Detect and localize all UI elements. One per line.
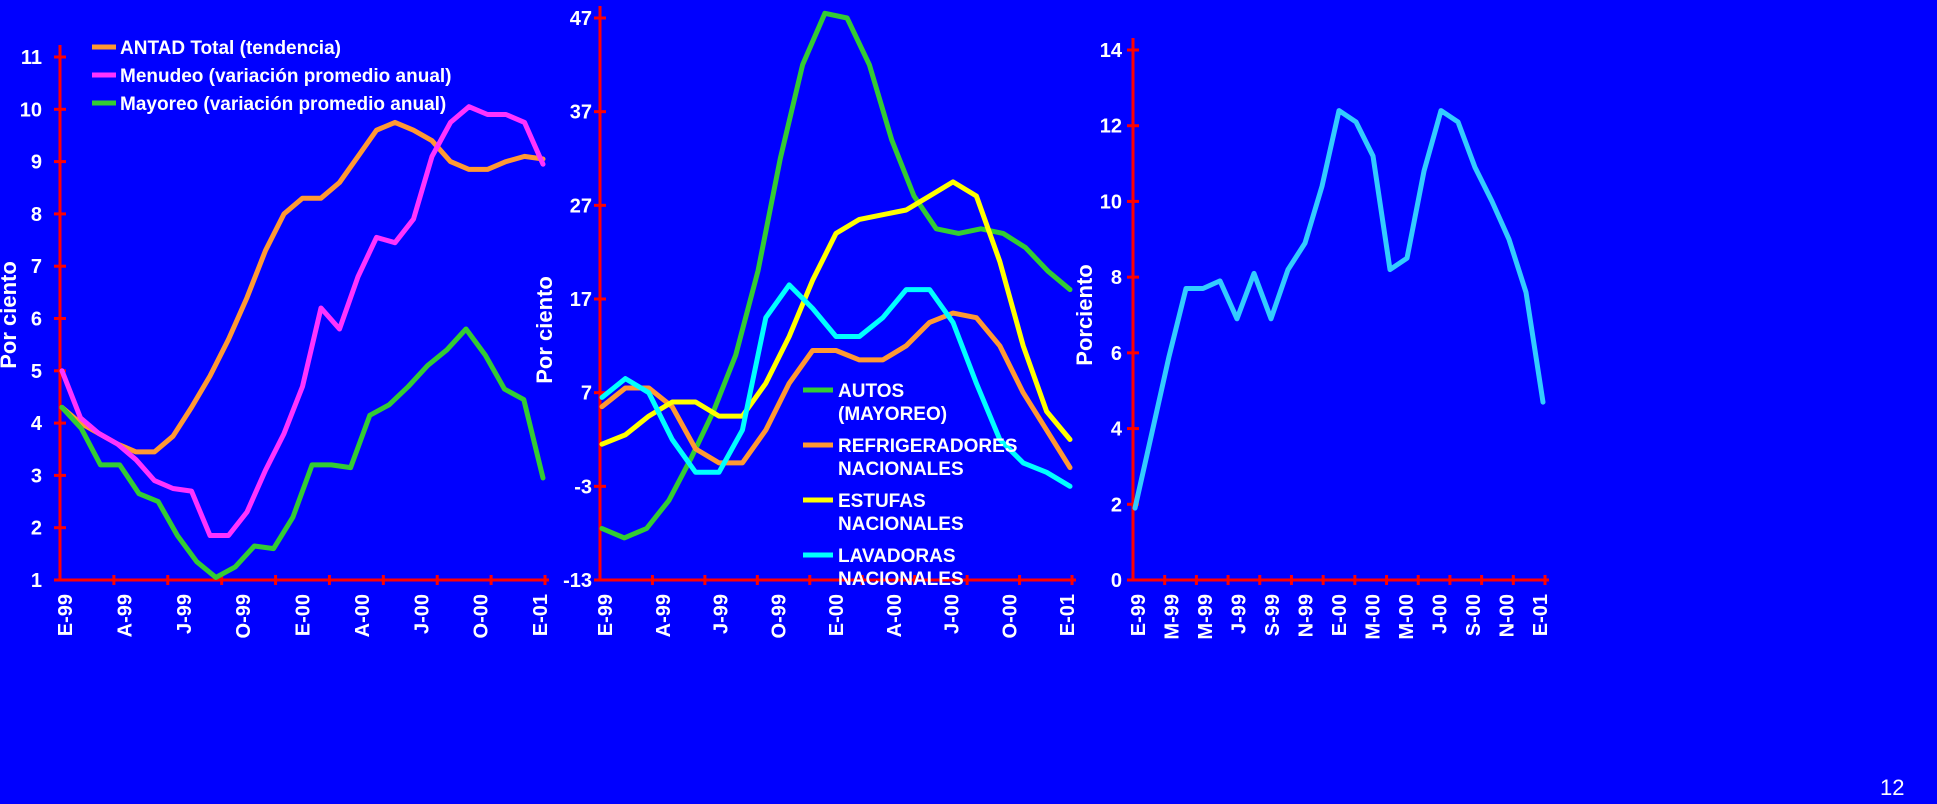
x-tick-label: E-01 bbox=[1530, 594, 1552, 636]
y-tick-label: 7 bbox=[581, 383, 592, 405]
x-tick-label: M-99 bbox=[1162, 594, 1184, 640]
y-tick-label: -13 bbox=[563, 570, 592, 592]
x-tick-label: M-00 bbox=[1396, 594, 1418, 640]
x-tick-label: E-00 bbox=[293, 594, 315, 636]
series-line-1 bbox=[1132, 108, 1546, 511]
x-tick-label: O-99 bbox=[233, 594, 255, 638]
x-tick-label: A-99 bbox=[114, 594, 136, 637]
x-tick-label: E-01 bbox=[1057, 594, 1079, 636]
x-tick-label: M-00 bbox=[1363, 594, 1385, 640]
y-tick-label: 8 bbox=[31, 204, 42, 226]
y-tick-label: 10 bbox=[1100, 191, 1122, 213]
series-line-3 bbox=[59, 326, 546, 580]
x-tick-label: E-00 bbox=[826, 594, 848, 636]
legend-label: NACIONALES bbox=[838, 569, 964, 590]
x-tick-label: N-00 bbox=[1497, 594, 1519, 637]
page-number: 12 bbox=[1880, 775, 1904, 800]
legend-label: (MAYOREO) bbox=[838, 404, 947, 425]
x-tick-label: S-00 bbox=[1463, 594, 1485, 636]
y-tick-label: 10 bbox=[20, 99, 42, 121]
chart-3: 0 2 4 6 8 10 12 14 E-99 M-99 M-99 J-99 S-99 N-99 E-00 M… bbox=[1072, 38, 1552, 640]
y-tick-label: 2 bbox=[31, 518, 42, 540]
x-tick-label: J-99 bbox=[1229, 594, 1251, 634]
x-tick-label: A-99 bbox=[653, 594, 675, 637]
x-tick-label: A-00 bbox=[352, 594, 374, 637]
y-axis-title: Por ciento bbox=[0, 261, 21, 369]
legend-label: NACIONALES bbox=[838, 514, 964, 535]
series-line-4 bbox=[599, 282, 1073, 489]
x-tick-label: O-00 bbox=[999, 594, 1021, 638]
y-tick-label: 17 bbox=[570, 289, 592, 311]
series-line-2 bbox=[59, 104, 546, 538]
y-tick-label: 4 bbox=[31, 413, 43, 435]
y-tick-label: 0 bbox=[1111, 570, 1122, 592]
y-tick-label: 6 bbox=[1111, 343, 1122, 365]
series-line-2 bbox=[599, 310, 1073, 471]
y-tick-label: 27 bbox=[570, 195, 592, 217]
y-tick-label: 4 bbox=[1111, 419, 1123, 441]
x-tick-label: J-00 bbox=[411, 594, 433, 634]
y-tick-label: 11 bbox=[21, 47, 42, 69]
x-tick-label: J-00 bbox=[942, 594, 964, 634]
legend-label: AUTOS bbox=[838, 381, 904, 402]
series-line-3 bbox=[599, 179, 1073, 447]
y-tick-label: 7 bbox=[31, 256, 42, 278]
legend-label: ESTUFAS bbox=[838, 491, 926, 512]
y-tick-label: 8 bbox=[1111, 267, 1122, 289]
y-tick-label: 1 bbox=[31, 570, 42, 592]
x-tick-label: E-99 bbox=[55, 594, 77, 636]
x-tick-label: J-99 bbox=[174, 594, 196, 634]
y-tick-label: 12 bbox=[1100, 116, 1122, 138]
x-tick-label: J-99 bbox=[711, 594, 733, 634]
x-tick-label: O-00 bbox=[471, 594, 493, 638]
legend-label: ANTAD Total (tendencia) bbox=[120, 38, 341, 59]
y-axis-title: Porciento bbox=[1072, 264, 1097, 365]
y-tick-label: 9 bbox=[31, 152, 42, 174]
x-tick-label: E-01 bbox=[530, 594, 552, 636]
x-tick-label: E-99 bbox=[595, 594, 617, 636]
legend: ANTAD Total (tendencia) Menudeo (variació… bbox=[92, 38, 452, 115]
chart-2: -13 -3 7 17 27 37 47 E-99 A-99 J-99 O-99 E-00 A-00 J-… bbox=[532, 6, 1079, 638]
x-tick-label: A-00 bbox=[884, 594, 906, 637]
x-tick-label: S-99 bbox=[1262, 594, 1284, 636]
y-axis-title: Por ciento bbox=[532, 276, 557, 384]
x-tick-label: E-00 bbox=[1329, 594, 1351, 636]
legend-label: Menudeo (variación promedio anual) bbox=[120, 66, 452, 87]
y-tick-label: 6 bbox=[31, 309, 42, 331]
series-line-1 bbox=[599, 10, 1073, 541]
y-tick-label: 3 bbox=[31, 465, 42, 487]
x-tick-label: N-99 bbox=[1296, 594, 1318, 637]
chart-1: 1 2 3 4 5 6 7 8 9 10 11 E-99 A-99 J-99 O-99 E-00 A-00 J-0… bbox=[0, 38, 552, 638]
x-tick-label: M-99 bbox=[1195, 594, 1217, 640]
y-tick-label: 2 bbox=[1111, 494, 1122, 516]
series-line-1 bbox=[59, 119, 546, 455]
x-tick-label: J-00 bbox=[1430, 594, 1452, 634]
legend-label: LAVADORAS bbox=[838, 546, 956, 567]
y-tick-label: 47 bbox=[570, 8, 592, 30]
y-tick-label: 14 bbox=[1100, 40, 1123, 62]
legend-label: NACIONALES bbox=[838, 459, 964, 480]
x-tick-label: E-99 bbox=[1128, 594, 1150, 636]
legend-label: Mayoreo (variación promedio anual) bbox=[120, 94, 446, 115]
y-tick-label: 37 bbox=[570, 102, 592, 124]
x-tick-label: O-99 bbox=[768, 594, 790, 638]
y-tick-label: -3 bbox=[574, 476, 592, 498]
y-tick-label: 5 bbox=[31, 361, 42, 383]
legend-label: REFRIGERADORES bbox=[838, 436, 1017, 457]
